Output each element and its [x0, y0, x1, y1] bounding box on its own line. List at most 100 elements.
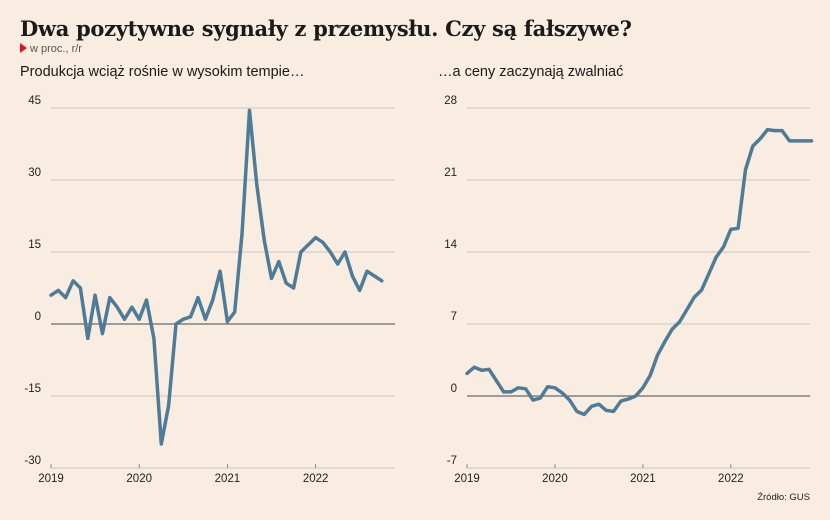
- source-note: Źródło: GUS: [757, 492, 810, 503]
- x-tick-label: 2019: [38, 473, 64, 485]
- left-panel-title: Produkcja wciąż rośnie w wysokim tempie…: [20, 64, 305, 80]
- data-point: [561, 392, 563, 394]
- data-point: [612, 410, 615, 413]
- data-point: [292, 287, 295, 289]
- data-point: [278, 260, 280, 263]
- data-point: [79, 287, 82, 289]
- data-point: [546, 385, 549, 388]
- data-point: [722, 246, 725, 248]
- data-point: [138, 318, 140, 321]
- data-point: [204, 318, 207, 321]
- series-line: [49, 108, 384, 446]
- data-point: [175, 323, 177, 325]
- red-triangle-icon: [20, 43, 27, 53]
- data-point: [649, 374, 651, 377]
- x-tick-label: 2020: [126, 473, 152, 485]
- data-point: [517, 387, 520, 389]
- data-point: [539, 397, 542, 399]
- data-point: [167, 404, 170, 407]
- data-point: [774, 129, 776, 132]
- data-point: [189, 316, 192, 318]
- data-point: [241, 232, 243, 234]
- unit-label: w proc., r/r: [30, 43, 82, 55]
- data-point: [50, 294, 52, 297]
- x-tick-label: 2022: [718, 473, 744, 485]
- data-point: [605, 409, 607, 412]
- data-point: [197, 296, 199, 299]
- data-point: [642, 387, 644, 389]
- data-point: [671, 328, 673, 330]
- data-point: [109, 296, 111, 299]
- data-point: [766, 128, 769, 131]
- data-point: [576, 410, 578, 413]
- data-point: [72, 280, 74, 282]
- data-point: [211, 299, 214, 301]
- data-point: [101, 332, 104, 335]
- data-point: [94, 294, 96, 297]
- data-point: [255, 184, 258, 186]
- data-point: [322, 241, 324, 244]
- data-point: [314, 236, 317, 239]
- data-point: [730, 228, 732, 231]
- data-point: [480, 369, 483, 372]
- y-tick-label: 15: [28, 239, 41, 251]
- data-point: [131, 306, 133, 309]
- data-point: [686, 308, 688, 311]
- data-point: [554, 387, 556, 389]
- data-point: [182, 318, 185, 321]
- data-point: [708, 272, 710, 275]
- data-point: [336, 263, 339, 265]
- data-point: [153, 337, 155, 340]
- data-point: [466, 372, 468, 375]
- y-tick-label: -7: [447, 455, 457, 467]
- data-point: [160, 443, 163, 445]
- data-point: [87, 337, 89, 340]
- data-point: [737, 227, 739, 230]
- data-point: [495, 379, 498, 382]
- data-point: [300, 251, 302, 253]
- chart-title: Dwa pozytywne sygnały z przemysłu. Czy s…: [20, 16, 632, 41]
- data-point: [123, 318, 126, 321]
- series-line: [465, 127, 814, 417]
- data-point: [788, 140, 791, 142]
- data-point: [796, 140, 798, 142]
- data-point: [759, 138, 761, 140]
- data-point: [744, 168, 747, 171]
- data-point: [693, 296, 695, 299]
- data-point: [598, 403, 600, 406]
- data-point: [568, 399, 571, 401]
- y-tick-label: 30: [28, 167, 41, 179]
- data-point: [263, 239, 266, 241]
- data-point: [473, 366, 476, 369]
- data-point: [532, 399, 534, 401]
- data-point: [270, 277, 273, 280]
- data-point: [226, 320, 229, 323]
- y-tick-label: 14: [444, 239, 457, 251]
- data-point: [248, 109, 251, 112]
- y-tick-label: 28: [444, 95, 457, 107]
- data-point: [664, 340, 666, 343]
- y-tick-label: -30: [24, 455, 41, 467]
- data-point: [145, 299, 148, 301]
- data-point: [620, 400, 622, 402]
- y-tick-label: -15: [24, 383, 41, 395]
- data-point: [700, 289, 703, 291]
- right-panel-title: …a ceny zaczynają zwalniać: [438, 64, 624, 80]
- data-point: [381, 280, 383, 282]
- data-point: [488, 368, 490, 371]
- data-point: [510, 391, 512, 393]
- data-point: [57, 289, 60, 292]
- y-tick-label: 0: [35, 311, 41, 323]
- y-tick-label: 45: [28, 95, 41, 107]
- data-point: [64, 296, 67, 299]
- data-point: [781, 129, 783, 132]
- data-point: [524, 388, 527, 390]
- data-point: [715, 256, 717, 258]
- data-point: [116, 306, 118, 309]
- data-point: [366, 270, 368, 273]
- data-point: [656, 354, 659, 356]
- data-point: [634, 395, 637, 397]
- data-point: [373, 275, 376, 277]
- data-point: [583, 413, 585, 416]
